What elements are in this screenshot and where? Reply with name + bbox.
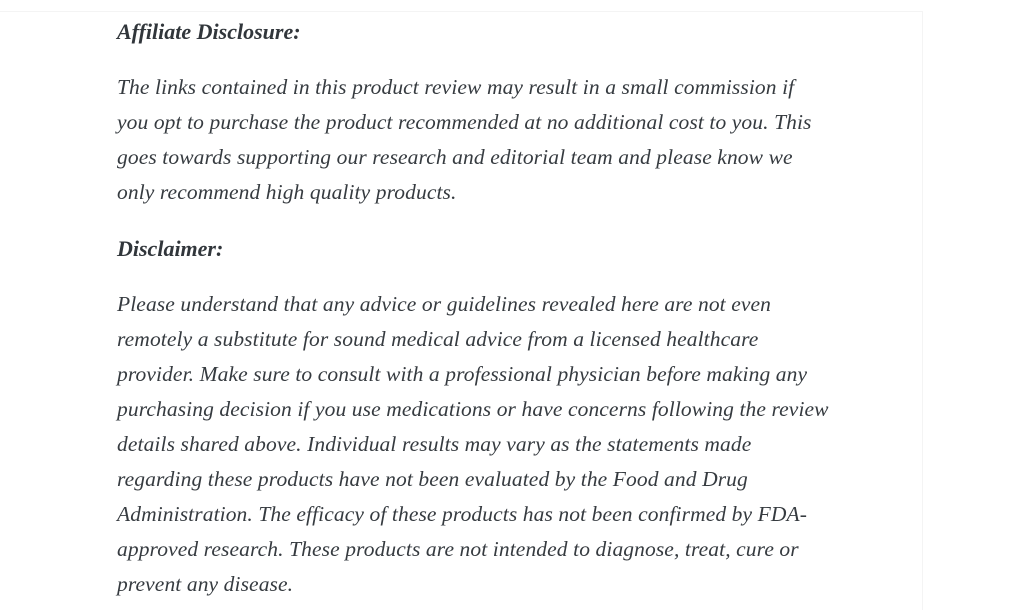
affiliate-disclosure-paragraph: The links contained in this product revi… [117,75,812,204]
article-content: Affiliate Disclosure: The links containe… [117,14,929,610]
affiliate-disclosure-heading: Affiliate Disclosure: [117,19,301,44]
disclaimer-heading: Disclaimer: [117,236,224,261]
disclaimer-paragraph: Please understand that any advice or gui… [117,292,829,596]
